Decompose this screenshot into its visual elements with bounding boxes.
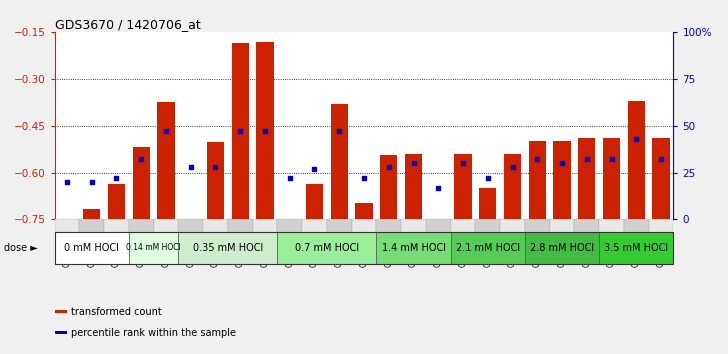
Point [333, 129, 345, 134]
Bar [79, 219, 104, 232]
Bar [454, 154, 472, 219]
Point [185, 164, 197, 170]
Point [210, 164, 221, 170]
Bar [624, 219, 649, 232]
Text: 0.7 mM HOCl: 0.7 mM HOCl [295, 243, 359, 253]
Point [630, 136, 642, 142]
Bar [380, 155, 397, 219]
Bar [306, 184, 323, 219]
Bar [55, 310, 68, 313]
Bar [178, 219, 203, 232]
Bar [228, 219, 253, 232]
Point [309, 166, 320, 172]
Bar [451, 219, 475, 232]
Bar [475, 219, 500, 232]
Point [383, 164, 395, 170]
Bar [277, 219, 302, 232]
Point [160, 129, 172, 134]
Bar [154, 219, 178, 232]
Bar [108, 183, 125, 219]
Point [482, 175, 494, 181]
Bar [355, 203, 373, 219]
Bar [426, 219, 451, 232]
Point [358, 175, 370, 181]
Text: percentile rank within the sample: percentile rank within the sample [71, 328, 236, 338]
Text: 2.1 mM HOCl: 2.1 mM HOCl [456, 243, 520, 253]
Bar [352, 219, 376, 232]
Bar [253, 219, 277, 232]
Bar [401, 219, 426, 232]
Point [556, 160, 568, 166]
Point [61, 179, 73, 185]
Bar [628, 101, 645, 219]
Point [432, 185, 444, 190]
Text: transformed count: transformed count [71, 307, 162, 316]
Text: 0.14 mM HOCl: 0.14 mM HOCl [126, 243, 181, 252]
Point [581, 156, 593, 162]
Bar [599, 232, 673, 264]
Bar [479, 188, 496, 219]
Text: 0.35 mM HOCl: 0.35 mM HOCl [193, 243, 263, 253]
Point [507, 164, 518, 170]
Bar [132, 147, 150, 219]
Point [457, 160, 469, 166]
Text: 1.4 mM HOCl: 1.4 mM HOCl [381, 243, 446, 253]
Bar [55, 219, 79, 232]
Bar [376, 219, 401, 232]
Bar [129, 232, 178, 264]
Bar [603, 138, 620, 219]
Bar [376, 232, 451, 264]
Point [408, 160, 419, 166]
Bar [574, 219, 599, 232]
Bar [129, 219, 154, 232]
Text: 3.5 mM HOCl: 3.5 mM HOCl [604, 243, 668, 253]
Bar [83, 210, 100, 219]
Point [606, 156, 617, 162]
Bar [207, 142, 224, 219]
Bar [157, 102, 175, 219]
Bar [178, 232, 277, 264]
Point [86, 179, 98, 185]
Bar [331, 104, 348, 219]
Bar [553, 141, 571, 219]
Point [135, 156, 147, 162]
Bar [578, 138, 596, 219]
Bar [104, 219, 129, 232]
Bar [649, 219, 673, 232]
Bar [451, 232, 525, 264]
Bar [55, 232, 129, 264]
Bar [504, 154, 521, 219]
Bar [203, 219, 228, 232]
Point [284, 175, 296, 181]
Bar [652, 138, 670, 219]
Bar [500, 219, 525, 232]
Text: 2.8 mM HOCl: 2.8 mM HOCl [530, 243, 594, 253]
Bar [405, 154, 422, 219]
Text: dose ►: dose ► [4, 243, 37, 253]
Point [111, 175, 122, 181]
Text: GDS3670 / 1420706_at: GDS3670 / 1420706_at [55, 18, 200, 31]
Bar [327, 219, 352, 232]
Point [655, 156, 667, 162]
Bar [302, 219, 327, 232]
Bar [525, 219, 550, 232]
Point [234, 129, 246, 134]
Bar [256, 42, 274, 219]
Bar [55, 331, 68, 334]
Bar [529, 141, 546, 219]
Bar [277, 232, 376, 264]
Bar [599, 219, 624, 232]
Text: 0 mM HOCl: 0 mM HOCl [64, 243, 119, 253]
Bar [232, 43, 249, 219]
Point [531, 156, 543, 162]
Bar [525, 232, 599, 264]
Bar [550, 219, 574, 232]
Point [259, 129, 271, 134]
